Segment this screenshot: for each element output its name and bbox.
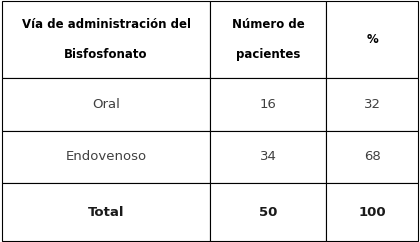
Text: 32: 32 (364, 98, 381, 111)
Text: Vía de administración del

Bisfosfonato: Vía de administración del Bisfosfonato (21, 18, 191, 61)
Bar (2, 131, 210, 183)
Text: Número de

pacientes: Número de pacientes (232, 18, 304, 61)
Bar (210, 1, 326, 78)
Text: 50: 50 (259, 205, 277, 219)
Text: 100: 100 (358, 205, 386, 219)
Text: 16: 16 (260, 98, 277, 111)
Text: Endovenoso: Endovenoso (66, 151, 147, 163)
Bar (2, 78, 210, 131)
Bar (210, 78, 326, 131)
Bar (326, 1, 418, 78)
Bar (2, 183, 210, 241)
Bar (210, 183, 326, 241)
Text: %: % (366, 33, 378, 46)
Bar (326, 131, 418, 183)
Bar (326, 183, 418, 241)
Bar (210, 131, 326, 183)
Text: Oral: Oral (92, 98, 120, 111)
Text: 68: 68 (364, 151, 381, 163)
Bar (326, 78, 418, 131)
Bar (2, 1, 210, 78)
Text: Total: Total (88, 205, 124, 219)
Text: 34: 34 (260, 151, 277, 163)
